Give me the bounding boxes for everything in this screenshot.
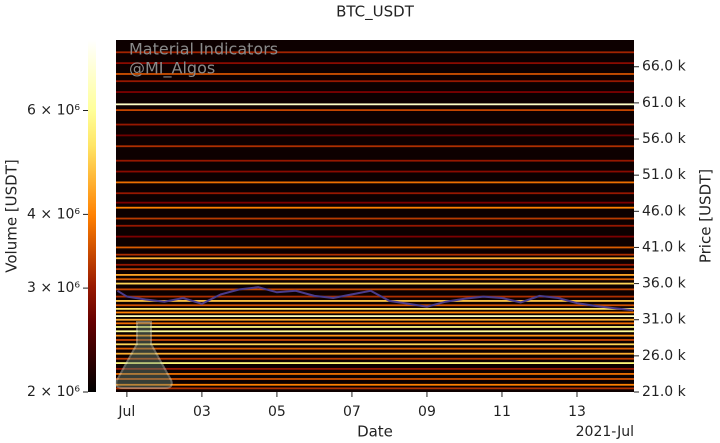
heat-level xyxy=(116,315,634,318)
heat-level xyxy=(116,326,634,328)
y-tick-label: 51.0 k xyxy=(642,167,687,183)
heat-level xyxy=(116,73,634,75)
heat-level xyxy=(116,334,634,337)
heat-level xyxy=(116,343,634,346)
y-tick-label: 36.0 k xyxy=(642,276,687,292)
y-tick-label: 26.0 k xyxy=(642,348,687,364)
heat-level xyxy=(116,322,634,325)
heat-level xyxy=(116,282,634,285)
heat-level xyxy=(116,378,634,380)
y-tick-label: 56.0 k xyxy=(642,131,687,147)
heat-level xyxy=(116,318,634,321)
heat-level xyxy=(116,268,634,271)
heat-level xyxy=(116,387,634,390)
heatmap xyxy=(116,51,634,390)
watermark: @MI_Algos xyxy=(129,59,215,79)
colorbar-tick-label: 6 × 10⁶ xyxy=(27,102,80,118)
heat-level xyxy=(116,51,634,54)
heat-level xyxy=(116,383,634,386)
heat-level xyxy=(116,295,634,298)
heat-level xyxy=(116,145,634,148)
x-tick-label: 13 xyxy=(568,404,586,420)
y-tick-label: 61.0 k xyxy=(642,95,687,111)
heat-level xyxy=(116,347,634,350)
y-tick-label: 41.0 k xyxy=(642,239,687,255)
heat-level xyxy=(116,253,634,256)
chart-title: BTC_USDT xyxy=(336,3,415,22)
colorbar-label: Volume [USDT] xyxy=(3,159,21,272)
heat-level xyxy=(116,123,634,126)
heat-level xyxy=(116,311,634,314)
heat-level xyxy=(116,224,634,227)
heat-level xyxy=(116,307,634,310)
heat-level xyxy=(116,257,634,260)
y-axis-label: Price [USDT] xyxy=(697,169,715,263)
colorbar-tick-label: 4 × 10⁶ xyxy=(27,206,80,222)
heat-level xyxy=(116,288,634,291)
y-tick-label: 31.0 k xyxy=(642,312,687,328)
heat-level xyxy=(116,304,634,307)
heat-level xyxy=(116,170,634,173)
y-tick-label: 21.0 k xyxy=(642,384,687,400)
y-tick-label: 66.0 k xyxy=(642,59,687,75)
x-tick-label: Jul xyxy=(117,404,135,420)
heat-level xyxy=(116,263,634,266)
x-axis-label: Date xyxy=(357,423,393,441)
heat-level xyxy=(116,206,634,209)
logo xyxy=(115,321,173,389)
heat-level xyxy=(116,103,634,106)
heat-level xyxy=(116,278,634,281)
heat-level xyxy=(116,373,634,375)
colorbar-tick-label: 3 × 10⁶ xyxy=(27,280,80,296)
heat-level xyxy=(116,274,634,276)
heat-level xyxy=(116,181,634,184)
heat-level xyxy=(116,352,634,355)
heat-level xyxy=(116,367,634,370)
x-tick-label: 05 xyxy=(268,404,286,420)
heat-level xyxy=(116,80,634,83)
heat-level xyxy=(116,192,634,195)
colorbar-tick-label: 2 × 10⁶ xyxy=(27,384,80,400)
heat-level xyxy=(116,339,634,341)
heat-level xyxy=(116,362,634,364)
heat-level xyxy=(116,246,634,249)
heat-level xyxy=(116,159,634,162)
x-tick-label: 07 xyxy=(343,404,361,420)
x-tick-label: 11 xyxy=(493,404,511,420)
heat-level xyxy=(116,62,634,65)
x-offset-label: 2021-Jul xyxy=(576,424,634,440)
heat-level xyxy=(116,217,634,220)
heat-level xyxy=(116,235,634,238)
heat-level xyxy=(116,201,634,204)
price-line xyxy=(116,286,634,312)
heat-level xyxy=(116,109,634,112)
plot-background xyxy=(116,40,634,392)
watermark: Material Indicators xyxy=(129,40,278,59)
heat-level xyxy=(116,134,634,137)
heat-level xyxy=(116,357,634,360)
x-tick-label: 09 xyxy=(418,404,436,420)
heat-level xyxy=(116,91,634,93)
heat-level xyxy=(116,300,634,302)
y-tick-label: 46.0 k xyxy=(642,203,687,219)
colorbar xyxy=(88,40,96,392)
heat-level xyxy=(116,330,634,333)
x-tick-label: 03 xyxy=(193,404,211,420)
